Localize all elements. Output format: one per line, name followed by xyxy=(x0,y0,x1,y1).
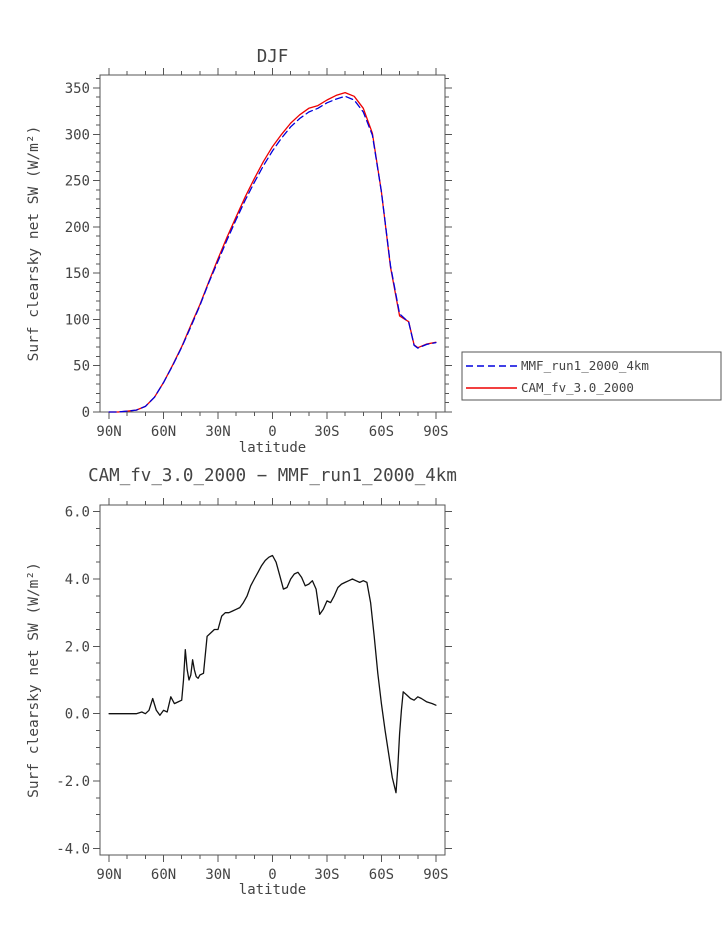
x-tick-label: 90S xyxy=(423,424,448,440)
x-tick-label: 0 xyxy=(268,424,276,440)
y-axis-label: Surf clearsky net SW (W/m²) xyxy=(26,562,42,798)
legend-box xyxy=(461,351,722,401)
x-tick-label: 30S xyxy=(314,424,339,440)
y-tick-label: -2.0 xyxy=(56,774,90,790)
legend-entry-label: MMF_run1_2000_4km xyxy=(521,358,649,373)
x-tick-label: 60N xyxy=(151,867,176,883)
x-tick-label: 30S xyxy=(314,867,339,883)
y-tick-label: 0.0 xyxy=(65,707,90,723)
x-tick-label: 90N xyxy=(96,424,121,440)
top-chart: 90N 60N 30N 0 30S 60S 90S 0 50 100 150 200 250 300 350… xyxy=(26,47,722,456)
x-tick-label: 30N xyxy=(205,424,230,440)
x-tick-label: 30N xyxy=(205,867,230,883)
y-tick-label: 6.0 xyxy=(65,505,90,521)
chart-title: CAM_fv_3.0_2000 − MMF_run1_2000_4km xyxy=(88,466,457,486)
x-tick-label: 60S xyxy=(369,867,394,883)
y-axis-label: Surf clearsky net SW (W/m²) xyxy=(26,126,42,362)
x-tick-label: 0 xyxy=(268,867,276,883)
plot-frame xyxy=(99,74,446,413)
y-tick-label: 50 xyxy=(73,359,90,375)
x-tick-label: 60S xyxy=(369,424,394,440)
x-axis-label: latitude xyxy=(239,882,306,898)
y-tick-label: 0 xyxy=(82,405,90,421)
y-tick-label: -4.0 xyxy=(56,841,90,857)
y-tick-label: 200 xyxy=(65,220,90,236)
difference-chart: 90N 60N 30N 0 30S 60S 90S -4.0 -2.0 0.0 2.0 4.0 6.0 C… xyxy=(26,466,457,898)
y-tick-label: 4.0 xyxy=(65,572,90,588)
curves xyxy=(108,554,437,794)
y-tick-label: 100 xyxy=(65,312,90,328)
tick-labels: 90N 60N 30N 0 30S 60S 90S -4.0 -2.0 0.0 2.0 4.0 6.0 xyxy=(56,505,448,883)
y-tick-label: 150 xyxy=(65,266,90,282)
curves xyxy=(108,91,437,413)
tick-labels: 90N 60N 30N 0 30S 60S 90S 0 50 100 150 200 250 300 350 xyxy=(65,81,449,440)
series-line xyxy=(108,91,437,413)
y-tick-label: 300 xyxy=(65,127,90,143)
tick-marks xyxy=(93,498,452,862)
y-tick-label: 350 xyxy=(65,81,90,97)
series-line xyxy=(108,554,437,794)
x-tick-label: 90N xyxy=(96,867,121,883)
x-tick-label: 90S xyxy=(423,867,448,883)
y-tick-label: 250 xyxy=(65,174,90,190)
y-tick-label: 2.0 xyxy=(65,639,90,655)
series-line xyxy=(108,95,437,413)
legend: MMF_run1_2000_4km CAM_fv_3.0_2000 xyxy=(461,351,722,401)
tick-marks xyxy=(93,68,452,419)
x-axis-label: latitude xyxy=(239,440,306,456)
plot-frame xyxy=(99,504,446,856)
legend-entry-label: CAM_fv_3.0_2000 xyxy=(521,380,634,395)
chart-title: DJF xyxy=(257,47,289,67)
x-tick-label: 60N xyxy=(151,424,176,440)
